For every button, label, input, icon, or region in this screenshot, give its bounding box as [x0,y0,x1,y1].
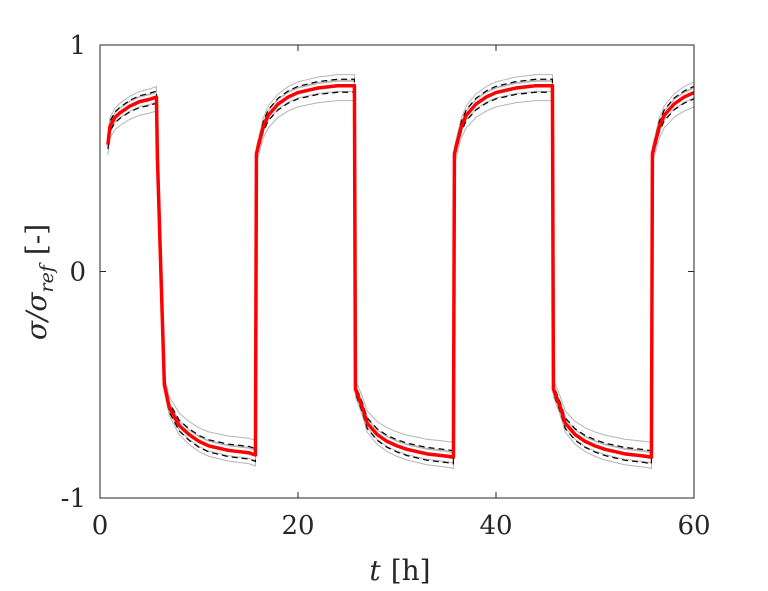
sample-line-5 [107,80,695,454]
bound-line-2 [107,91,695,452]
y-tick-label: 1 [69,31,86,61]
bound-lines [107,78,695,465]
x-tick-label: 60 [677,511,710,541]
sample-line-2 [107,79,695,464]
sample-line-4 [107,100,695,443]
bound-line-1 [107,78,695,465]
x-axis-unit: [h] [391,554,431,587]
x-axis-label: t [h] [369,554,430,587]
x-tick-label: 40 [479,511,512,541]
y-axis-label: σ/σref [-] [20,224,58,340]
y-tick-label: 0 [69,258,86,288]
y-axis-variable: σ/σ [20,292,53,341]
mean-line [106,84,695,459]
sample-lines [107,74,695,469]
y-axis-unit: [-] [20,224,53,255]
x-tick-label: 20 [281,511,314,541]
x-tick-label: 0 [92,511,109,541]
sample-line-3 [107,90,695,453]
x-ticks: 0 20 40 60 [92,45,711,541]
mean-line-group [106,84,695,459]
x-axis-variable: t [369,554,381,587]
sample-line-1 [107,74,695,469]
y-axis-subscript: ref [36,262,58,292]
y-ticks: -1 0 1 [61,31,694,514]
y-tick-label: -1 [61,484,86,514]
